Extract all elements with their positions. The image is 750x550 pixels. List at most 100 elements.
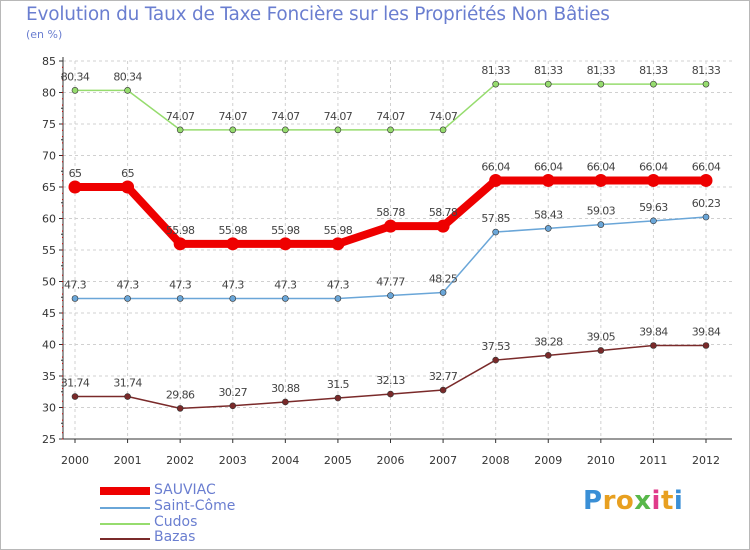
y-axis-dot	[62, 136, 63, 138]
y-axis-dot	[62, 230, 63, 232]
y-tick-label: 55	[42, 244, 56, 257]
data-point	[436, 219, 450, 233]
data-point	[594, 173, 608, 187]
y-axis-dot	[62, 325, 63, 327]
data-label: 31.74	[113, 377, 142, 390]
logo-letter: r	[602, 486, 616, 516]
y-axis-dot	[62, 73, 63, 75]
y-axis-dot	[62, 167, 63, 169]
data-point	[544, 352, 552, 359]
data-point	[492, 356, 499, 364]
data-label: 59.63	[639, 201, 668, 214]
data-point	[650, 342, 657, 349]
data-label: 55.98	[324, 224, 353, 237]
data-point	[699, 173, 713, 187]
data-point	[439, 386, 447, 394]
data-label: 74.07	[166, 110, 195, 123]
y-axis-dot	[62, 394, 63, 396]
data-label: 81.33	[587, 64, 616, 77]
legend-label-saint-come: Saint-Côme	[154, 498, 236, 514]
data-point	[71, 295, 79, 302]
data-label: 66.04	[534, 160, 563, 173]
y-axis-dot	[62, 344, 63, 345]
y-axis-dot	[62, 173, 63, 175]
legend-swatch-bazas	[100, 538, 150, 540]
logo-letter: x	[634, 486, 652, 516]
data-point	[282, 126, 289, 134]
logo-letter: P	[583, 486, 603, 516]
x-tick-label: 2004	[271, 454, 299, 467]
logo-letter: i	[651, 486, 661, 516]
data-label: 38.28	[534, 335, 563, 348]
data-point	[124, 393, 131, 400]
data-point	[176, 405, 184, 412]
data-label: 81.33	[639, 64, 668, 77]
y-axis-dot	[62, 218, 63, 219]
y-axis-dot	[62, 356, 63, 358]
y-axis-dot	[62, 419, 63, 421]
y-axis-dot	[62, 375, 63, 377]
data-label: 65	[69, 167, 82, 180]
data-point	[439, 126, 447, 134]
data-label: 74.07	[271, 110, 300, 123]
data-label: 39.05	[587, 330, 616, 343]
data-point	[334, 394, 342, 402]
y-axis-dot	[62, 186, 63, 188]
data-label: 37.53	[481, 340, 510, 353]
legend-label-bazas: Bazas	[154, 529, 196, 545]
data-point	[229, 402, 237, 410]
legend-swatch-sauviac	[100, 487, 150, 495]
x-tick-label: 2009	[534, 454, 562, 467]
y-axis-dot	[62, 413, 63, 415]
data-label: 55.98	[271, 224, 300, 237]
y-axis-dot	[62, 224, 63, 226]
data-label: 74.07	[324, 110, 353, 123]
data-label: 47.3	[327, 279, 350, 292]
chart-title: Evolution du Taux de Taxe Foncière sur l…	[26, 4, 610, 25]
y-tick-label: 80	[42, 87, 56, 100]
data-point	[702, 213, 710, 221]
y-axis-dot	[62, 243, 63, 245]
y-axis-dot	[62, 98, 63, 100]
data-point	[597, 347, 605, 354]
data-label: 39.84	[692, 326, 721, 339]
y-axis-dot	[62, 85, 63, 87]
data-label: 81.33	[692, 64, 721, 77]
y-axis-dot	[62, 180, 63, 182]
data-label: 66.04	[692, 160, 721, 173]
data-point	[387, 126, 394, 134]
data-point	[282, 398, 289, 406]
y-axis-dot	[62, 199, 63, 201]
data-label: 55.98	[219, 224, 248, 237]
logo-letter: o	[615, 486, 635, 516]
data-label: 81.33	[481, 64, 510, 77]
y-axis-dot	[62, 66, 63, 68]
y-axis-dot	[62, 236, 63, 238]
y-axis-dot	[62, 287, 63, 289]
y-axis-dot	[62, 104, 63, 106]
y-tick-label: 25	[42, 433, 56, 446]
data-label: 29.86	[166, 388, 195, 401]
data-point	[544, 225, 552, 232]
logo-letter: t	[660, 486, 674, 516]
data-point	[702, 80, 710, 88]
data-label: 47.77	[376, 276, 405, 289]
data-label: 47.3	[169, 279, 192, 292]
y-axis-dot	[62, 350, 63, 352]
data-point	[278, 237, 292, 251]
data-label: 80.34	[113, 70, 142, 83]
data-label: 58.78	[376, 206, 405, 219]
y-axis-dot	[62, 268, 63, 270]
legend-item-bazas: Bazas	[100, 529, 300, 546]
data-point	[68, 180, 82, 194]
y-axis-dot	[62, 312, 63, 314]
y-axis-dot	[62, 388, 63, 390]
y-axis-dot	[62, 205, 63, 207]
data-label: 74.07	[376, 110, 405, 123]
series-saint-c-me: 47.3 47.3 47.3 47.3 47.3 47.3 47.77 48.25 57.85 5…	[64, 197, 721, 302]
data-point	[387, 390, 394, 398]
y-tick-label: 35	[42, 370, 56, 383]
data-label: 81.33	[534, 64, 563, 77]
chart-subtitle: (en %)	[26, 28, 63, 41]
